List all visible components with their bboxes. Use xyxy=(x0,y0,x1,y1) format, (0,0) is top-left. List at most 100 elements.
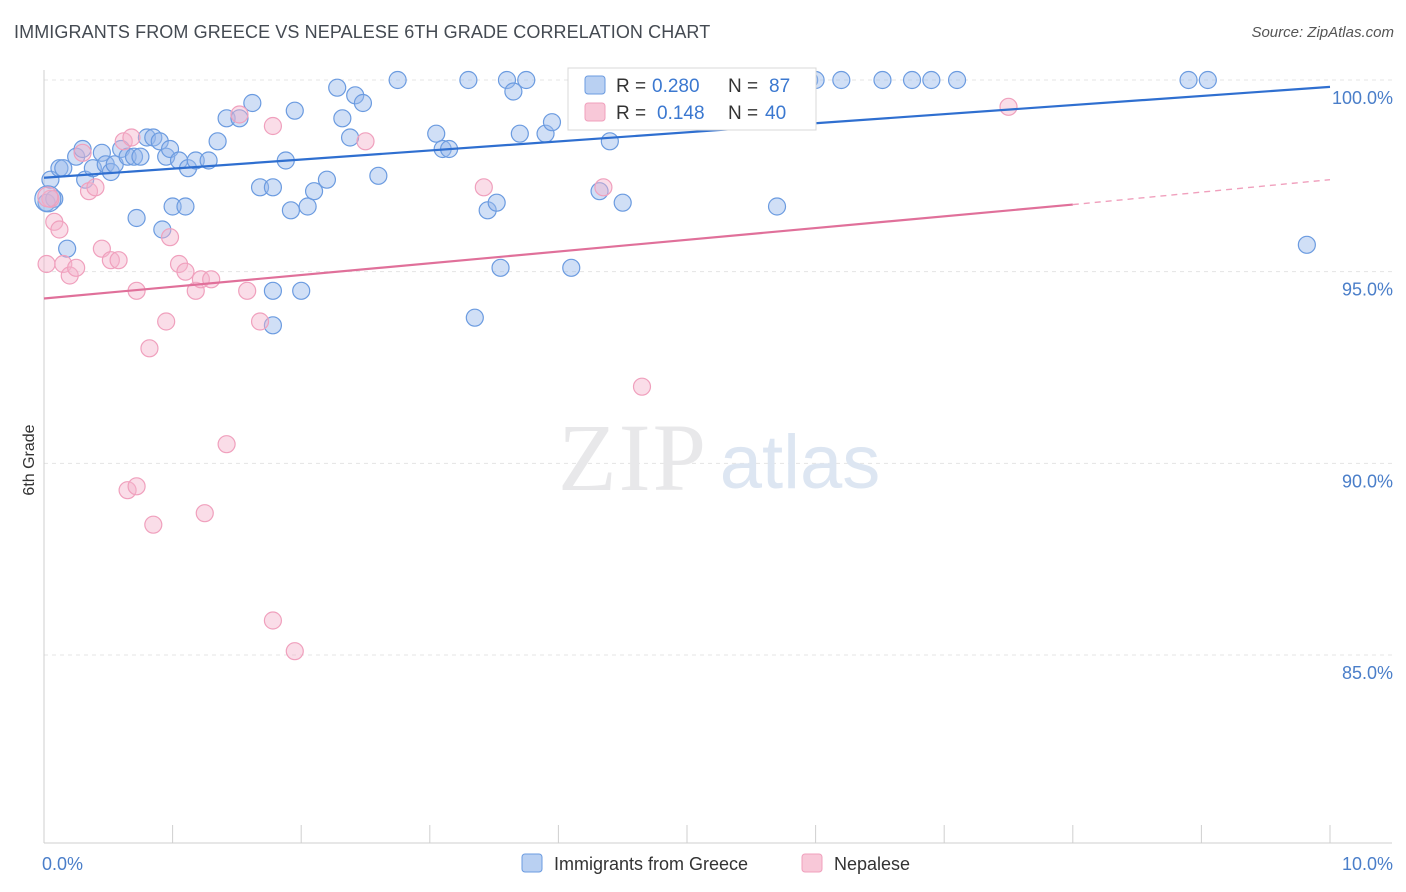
point-nepalese xyxy=(186,281,205,300)
point-greece xyxy=(281,201,301,220)
point-nepalese xyxy=(999,97,1018,116)
point-greece xyxy=(346,86,365,105)
point-greece xyxy=(902,70,922,90)
bottom-legend-label-greece: Immigrants from Greece xyxy=(554,854,748,874)
legend-swatch-greece xyxy=(584,75,606,95)
point-greece xyxy=(353,93,373,113)
point-greece xyxy=(487,193,506,212)
point-nepalese xyxy=(140,339,159,358)
point-nepalese xyxy=(86,178,105,197)
point-nepalese xyxy=(144,515,163,534)
point-greece xyxy=(510,124,529,143)
point-greece xyxy=(613,193,632,212)
point-greece xyxy=(263,178,283,197)
y-tick-label: 95.0% xyxy=(1342,280,1393,300)
y-tick-label: 90.0% xyxy=(1342,471,1393,491)
bottom-legend-swatch-nepalese xyxy=(801,853,823,873)
series-nepalese-points xyxy=(37,97,1018,661)
point-greece xyxy=(873,70,892,90)
x-tick-label: 10.0% xyxy=(1342,854,1393,874)
point-greece xyxy=(497,70,517,90)
point-nepalese xyxy=(263,611,283,630)
point-nepalese xyxy=(263,116,283,136)
point-nepalese xyxy=(594,178,613,197)
point-nepalese xyxy=(118,481,137,500)
bottom-legend-swatch-greece xyxy=(521,853,543,873)
point-nepalese xyxy=(41,189,60,208)
point-nepalese xyxy=(157,312,176,331)
y-tick-labels: 85.0% 90.0% 95.0% 100.0% xyxy=(1332,88,1393,683)
point-greece xyxy=(285,101,304,120)
point-greece xyxy=(388,70,407,90)
point-nepalese xyxy=(101,251,120,270)
point-nepalese xyxy=(632,377,652,396)
x-tick-labels: 0.0% 10.0% xyxy=(42,854,1393,874)
point-nepalese xyxy=(50,220,69,239)
point-greece xyxy=(517,70,536,90)
legend-n-value-greece: 87 xyxy=(769,76,790,97)
point-greece xyxy=(150,132,169,151)
legend-r-label-nepalese: R = xyxy=(616,103,646,124)
trend-lines xyxy=(43,85,1331,300)
point-nepalese xyxy=(109,251,128,270)
point-greece xyxy=(127,208,146,228)
point-greece xyxy=(124,147,144,166)
legend-r-value-greece: 0.280 xyxy=(652,76,700,97)
y-axis-label: 6th Grade xyxy=(21,424,38,495)
point-greece xyxy=(465,308,484,327)
point-nepalese xyxy=(127,477,146,496)
point-greece xyxy=(1198,70,1217,90)
legend-n-label-greece: N = xyxy=(728,76,758,97)
point-greece xyxy=(562,258,581,277)
point-nepalese xyxy=(230,105,249,124)
point-nepalese xyxy=(195,504,214,523)
point-nepalese xyxy=(217,435,236,454)
point-nepalese xyxy=(176,262,195,281)
point-greece xyxy=(131,147,150,166)
point-greece xyxy=(333,109,352,128)
point-greece xyxy=(832,70,851,90)
legend-r-label-greece: R = xyxy=(616,76,646,97)
point-nepalese xyxy=(122,128,141,147)
y-tick-label: 85.0% xyxy=(1342,663,1393,683)
point-nepalese xyxy=(356,132,375,151)
legend-n-value-nepalese: 40 xyxy=(765,103,786,124)
point-greece xyxy=(504,82,523,101)
point-greece xyxy=(427,124,446,143)
bottom-legend: Immigrants from Greece Nepalese xyxy=(521,853,910,874)
x-tick-label: 0.0% xyxy=(42,854,83,874)
point-greece xyxy=(304,182,324,201)
point-greece xyxy=(230,109,249,128)
point-nepalese xyxy=(37,186,59,208)
watermark-atlas: atlas xyxy=(720,420,881,505)
watermark-zip: ZIP xyxy=(558,404,708,511)
point-nepalese xyxy=(202,270,221,289)
axes xyxy=(43,70,1392,844)
chart-title: IMMIGRANTS FROM GREECE VS NEPALESE 6TH G… xyxy=(14,22,711,42)
legend-box: R = 0.280 N = 87 R = 0.148 N = 40 xyxy=(567,67,817,131)
point-greece xyxy=(328,78,347,97)
point-greece xyxy=(176,197,195,216)
point-greece xyxy=(767,197,787,216)
point-greece xyxy=(153,220,172,239)
point-greece xyxy=(250,178,270,197)
trend-line-greece xyxy=(43,85,1331,179)
point-greece xyxy=(45,189,64,208)
trend-line-nepalese xyxy=(43,203,1073,300)
point-nepalese xyxy=(73,143,92,162)
source-label: Source: ZipAtlas.com xyxy=(1251,24,1394,41)
point-nepalese xyxy=(67,258,86,277)
y-tick-label: 100.0% xyxy=(1332,88,1393,108)
point-greece xyxy=(600,132,619,151)
point-greece xyxy=(340,128,360,147)
point-nepalese xyxy=(160,228,180,247)
point-greece xyxy=(947,70,967,90)
point-greece xyxy=(317,170,337,189)
point-greece xyxy=(369,166,388,185)
point-greece xyxy=(58,239,77,258)
bottom-legend-label-nepalese: Nepalese xyxy=(834,854,910,874)
point-nepalese xyxy=(250,312,270,331)
point-greece xyxy=(1297,235,1316,254)
point-greece xyxy=(1179,70,1198,90)
point-greece xyxy=(298,197,317,216)
